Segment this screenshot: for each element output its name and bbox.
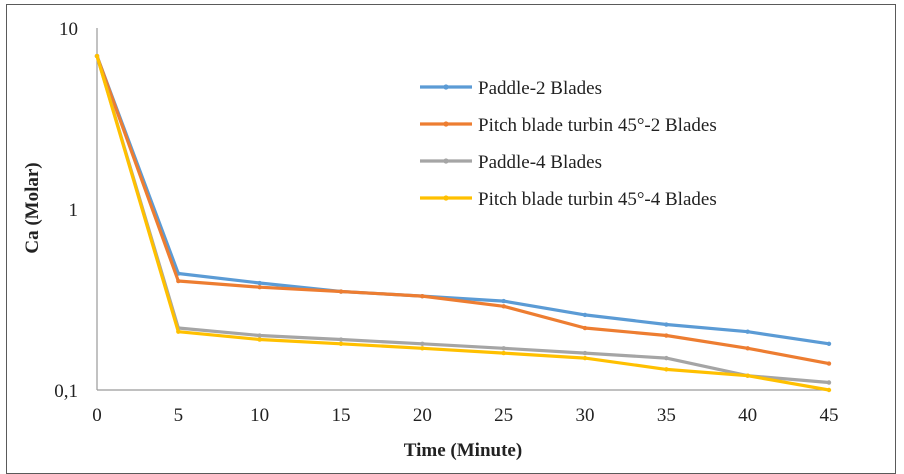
data-point xyxy=(745,329,750,334)
data-point xyxy=(826,387,832,393)
data-point xyxy=(826,380,832,385)
x-tick-label: 20 xyxy=(413,405,432,426)
data-point xyxy=(257,333,262,338)
data-point xyxy=(94,53,100,59)
data-point xyxy=(745,373,750,378)
data-point xyxy=(501,350,506,356)
data-point xyxy=(501,298,506,304)
data-point xyxy=(582,355,588,361)
data-point xyxy=(664,322,669,327)
y-tick-label: 0,1 xyxy=(54,381,78,402)
line-chart: 10 1 0,1 0 5 10 15 20 25 30 35 40 45 Paddle-2 Blade… xyxy=(22,19,839,461)
data-point xyxy=(582,325,588,331)
series-2 xyxy=(94,53,832,366)
x-tick-label: 35 xyxy=(657,405,676,426)
chart-frame xyxy=(6,4,896,474)
data-point xyxy=(257,337,262,342)
x-tick-labels: 0 5 10 15 20 25 30 35 40 45 xyxy=(92,405,838,426)
x-tick-label: 15 xyxy=(332,405,351,426)
legend: Paddle-2 Blades Pitch blade turbin 45°-2 … xyxy=(420,78,717,210)
legend-item: Paddle-4 Blades xyxy=(420,152,602,173)
data-point xyxy=(338,341,344,346)
data-point xyxy=(420,346,425,351)
data-point xyxy=(420,293,425,299)
legend-marker xyxy=(443,84,449,90)
x-tick-label: 40 xyxy=(738,405,757,426)
series-4 xyxy=(94,53,832,393)
data-point xyxy=(745,346,750,351)
data-point xyxy=(582,350,588,356)
data-point xyxy=(664,367,669,372)
x-tick-label: 10 xyxy=(250,405,269,426)
legend-marker xyxy=(443,158,449,164)
legend-label: Paddle-4 Blades xyxy=(478,152,602,173)
data-point xyxy=(420,341,425,346)
data-point xyxy=(826,361,832,366)
legend-marker xyxy=(443,121,449,127)
legend-marker xyxy=(443,195,449,201)
data-point xyxy=(501,304,506,309)
data-point xyxy=(176,278,181,284)
data-point xyxy=(664,333,669,338)
data-point xyxy=(338,289,344,294)
data-point xyxy=(582,312,588,318)
series-line xyxy=(95,54,831,392)
series-lines xyxy=(94,53,832,393)
y-axis-title: Ca (Molar) xyxy=(22,162,43,253)
x-tick-label: 0 xyxy=(92,405,102,426)
x-tick-label: 45 xyxy=(820,405,839,426)
series-line xyxy=(95,54,831,385)
series-line xyxy=(95,54,831,346)
x-tick-label: 25 xyxy=(494,405,513,426)
data-point xyxy=(338,337,344,342)
data-point xyxy=(501,346,506,351)
data-point xyxy=(257,280,262,286)
x-axis-title: Time (Minute) xyxy=(404,440,522,461)
legend-item: Pitch blade turbin 45°-2 Blades xyxy=(420,115,717,136)
legend-item: Paddle-2 Blades xyxy=(420,78,602,99)
data-point xyxy=(176,329,181,334)
data-point xyxy=(826,341,832,346)
x-tick-label: 30 xyxy=(576,405,595,426)
legend-label: Pitch blade turbin 45°-4 Blades xyxy=(478,189,717,210)
legend-label: Paddle-2 Blades xyxy=(478,78,602,99)
y-tick-labels: 10 1 0,1 xyxy=(54,19,78,402)
x-tick-label: 5 xyxy=(174,405,184,426)
data-point xyxy=(664,355,669,361)
legend-label: Pitch blade turbin 45°-2 Blades xyxy=(478,115,717,136)
y-tick-label: 10 xyxy=(59,19,78,40)
axes xyxy=(96,28,829,391)
series-line xyxy=(95,54,831,366)
data-point xyxy=(257,284,262,290)
y-tick-label: 1 xyxy=(69,200,79,221)
legend-item: Pitch blade turbin 45°-4 Blades xyxy=(420,189,717,210)
